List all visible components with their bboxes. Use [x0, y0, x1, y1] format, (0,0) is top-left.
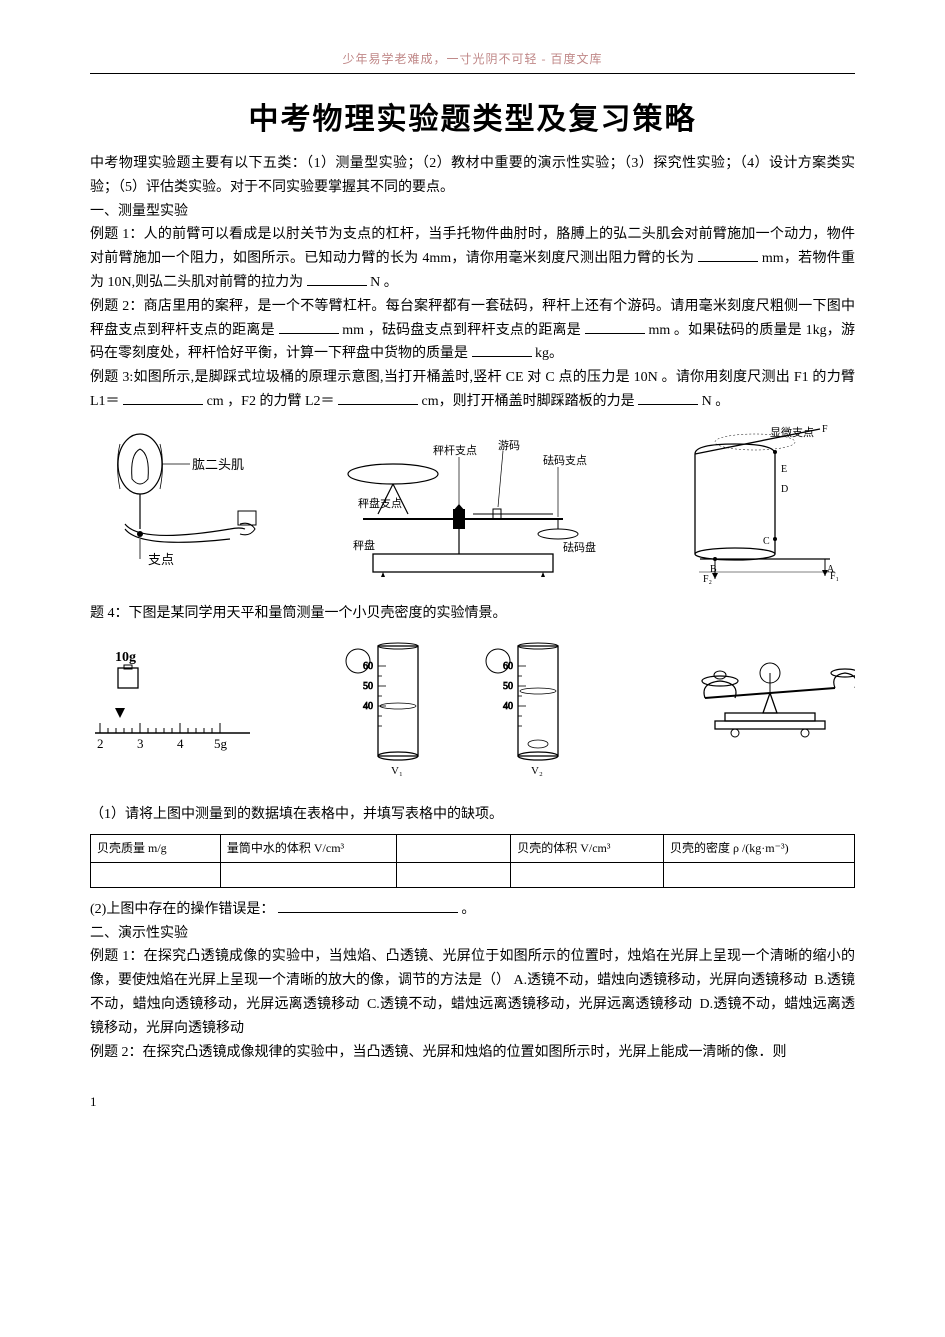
svg-text:砝码盘: 砝码盘 — [563, 540, 596, 554]
scale-diagram: 秤杆支点 游码 砝码支点 秤盘支点 砝码盘 秤盘 — [333, 429, 613, 579]
balance-diagram — [685, 643, 855, 773]
arm-diagram: 肱二头肌 支点 — [90, 429, 290, 579]
td-5 — [663, 862, 854, 887]
svg-text:4: 4 — [177, 736, 184, 751]
svg-text:60: 60 — [363, 661, 373, 672]
section2-heading: 二、演示性实验 — [90, 922, 855, 946]
td-3 — [396, 862, 511, 887]
bin-diagram: 显微支点 F E D C B A — [655, 424, 855, 584]
svg-text:3: 3 — [137, 736, 144, 751]
th-water-vol: 量筒中水的体积 V/cm³ — [220, 835, 396, 862]
svg-text:5g: 5g — [214, 736, 228, 751]
q2-blank2 — [585, 319, 645, 334]
svg-text:D: D — [781, 484, 788, 495]
body-text: 中考物理实验题主要有以下五类：（1）测量型实验；（2）教材中重要的演示性实验；（… — [90, 152, 855, 1064]
td-1 — [91, 862, 221, 887]
s2-q2: 例题 2：在探究凸透镜成像规律的实验中，当凸透镜、光屏和烛焰的位置如图所示时，光… — [90, 1041, 855, 1065]
svg-text:C: C — [763, 536, 770, 547]
svg-text:秤杆支点: 秤杆支点 — [433, 443, 477, 457]
intro-paragraph: 中考物理实验题主要有以下五类：（1）测量型实验；（2）教材中重要的演示性实验；（… — [90, 152, 855, 200]
svg-text:F₁: F₁ — [830, 571, 839, 582]
q3-text: 例题 3:如图所示,是脚踩式垃圾桶的原理示意图,当打开桶盖时,竖杆 CE 对 C… — [90, 366, 855, 414]
svg-text:E: E — [781, 464, 787, 475]
q3-end: N 。 — [702, 394, 730, 409]
q3-mid2: cm，则打开桶盖时脚踩踏板的力是 — [422, 394, 635, 409]
svg-text:2: 2 — [97, 736, 104, 751]
th-mass: 贝壳质量 m/g — [91, 835, 221, 862]
q2-text: 例题 2：商店里用的案秤，是一个不等臂杠杆。每台案秤都有一套砝码，秤杆上还有个游… — [90, 295, 855, 366]
svg-text:50: 50 — [503, 681, 513, 692]
svg-text:砝码支点: 砝码支点 — [543, 453, 587, 467]
s2-q1-optA: A.透镜不动，蜡烛向透镜移动，光屏向透镜移动 — [514, 973, 808, 988]
th-density: 贝壳的密度 ρ /(kg·m⁻³) — [663, 835, 854, 862]
cylinders-diagram: 60 50 40 V₁ — [328, 636, 618, 781]
q4-sub2-end: 。 — [461, 902, 475, 917]
fulcrum-label: 支点 — [148, 552, 174, 567]
q3-mid1: cm ，F2 的力臂 L2＝ — [207, 394, 335, 409]
svg-text:40: 40 — [363, 701, 373, 712]
q2-mid1: mm ，砝码盘支点到秤杆支点的距离是 — [342, 323, 581, 338]
svg-text:50: 50 — [363, 681, 373, 692]
svg-text:40: 40 — [503, 701, 513, 712]
s2-q1-optC: C.透镜不动，蜡烛远离透镜移动，光屏远离透镜移动 — [367, 997, 692, 1012]
s2-q1: 例题 1：在探究凸透镜成像的实验中，当烛焰、凸透镜、光屏位于如图所示的位置时，烛… — [90, 945, 855, 1040]
weight-label: 10g — [115, 650, 136, 665]
svg-text:秤盘: 秤盘 — [353, 538, 375, 552]
q2-blank1 — [279, 319, 339, 334]
q3-blank3 — [638, 390, 698, 405]
q1-text: 例题 1：人的前臂可以看成是以肘关节为支点的杠杆，当手托物件曲肘时，胳膊上的弘二… — [90, 223, 855, 294]
weight-ruler-diagram: 10g 2 3 — [90, 643, 260, 773]
svg-text:F₂: F₂ — [703, 574, 712, 584]
q4-sub1: （1）请将上图中测量到的数据填在表格中，并填写表格中的缺项。 — [90, 803, 855, 827]
svg-text:游码: 游码 — [498, 439, 520, 452]
q3-blank2 — [338, 390, 418, 405]
page-number: 1 — [90, 1094, 855, 1110]
td-4 — [511, 862, 664, 887]
svg-text:秤盘支点: 秤盘支点 — [358, 496, 402, 510]
q1-end: N 。 — [370, 275, 398, 290]
th-shell-vol: 贝壳的体积 V/cm³ — [511, 835, 664, 862]
q4-sub2-blank — [278, 898, 458, 913]
section1-heading: 一、测量型实验 — [90, 200, 855, 224]
q2-blank3 — [472, 342, 532, 357]
page-container: 少年易学老难成，一寸光阴不可轻 - 百度文库 中考物理实验题类型及复习策略 中考… — [0, 0, 945, 1150]
q2-end: kg。 — [535, 346, 563, 361]
svg-text:V₂: V₂ — [531, 765, 543, 777]
q4-sub2-pre: (2)上图中存在的操作错误是： — [90, 902, 274, 917]
q3-blank1 — [123, 390, 203, 405]
svg-text:F: F — [822, 424, 828, 435]
diagram-row-1: 肱二头肌 支点 — [90, 424, 855, 584]
data-table: 贝壳质量 m/g 量筒中水的体积 V/cm³ 贝壳的体积 V/cm³ 贝壳的密度… — [90, 834, 855, 887]
header-rule — [90, 73, 855, 74]
svg-text:V₁: V₁ — [391, 765, 403, 777]
q4-heading: 题 4：下图是某同学用天平和量筒测量一个小贝壳密度的实验情景。 — [90, 602, 855, 626]
header-motto: 少年易学老难成，一寸光阴不可轻 - 百度文库 — [90, 50, 855, 67]
th-blank — [396, 835, 511, 862]
page-title: 中考物理实验题类型及复习策略 — [90, 94, 855, 138]
q1-blank2 — [307, 271, 367, 286]
q4-sub2: (2)上图中存在的操作错误是： 。 — [90, 898, 855, 922]
arm-label: 肱二头肌 — [192, 457, 244, 472]
diagram-row-2: 10g 2 3 — [90, 636, 855, 781]
q1-blank1 — [698, 247, 758, 262]
td-2 — [220, 862, 396, 887]
svg-text:60: 60 — [503, 661, 513, 672]
